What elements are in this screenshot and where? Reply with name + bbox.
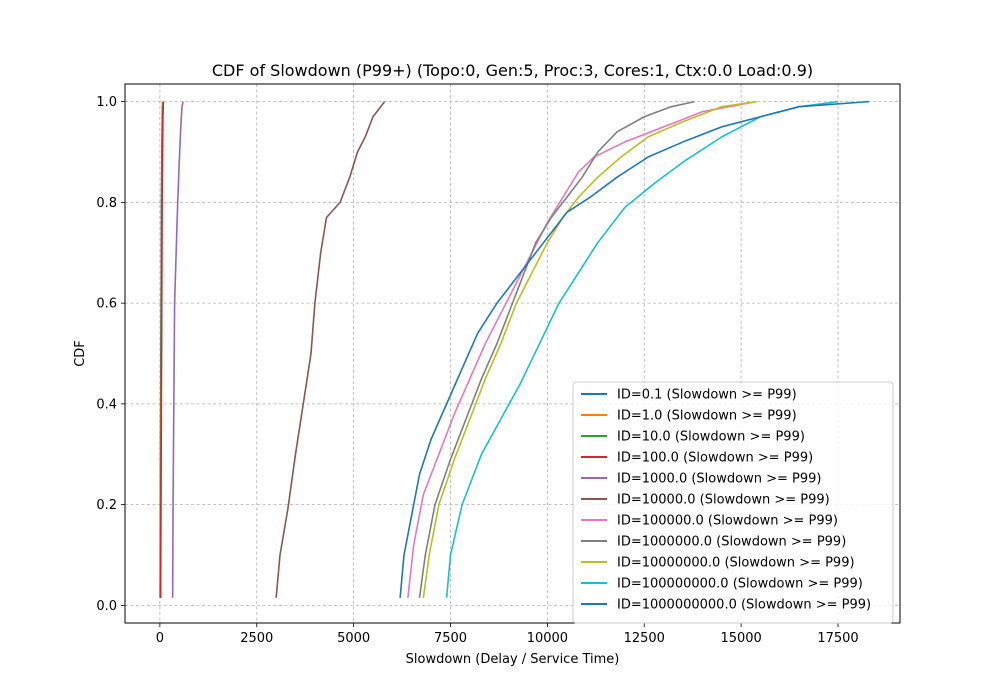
chart-title: CDF of Slowdown (P99+) (Topo:0, Gen:5, P… (212, 61, 813, 80)
legend-label: ID=1000000.0 (Slowdown >= P99) (617, 535, 846, 550)
series-line-10 (399, 100, 870, 598)
y-tick-label: 0.8 (96, 196, 117, 211)
plot-frame (124, 83, 901, 624)
x-tick-label: 5000 (337, 631, 370, 646)
y-tick-label: 0.0 (96, 599, 117, 614)
x-tick-label: 0 (156, 631, 164, 646)
grid-lines (125, 84, 900, 623)
x-tick-label: 10000 (527, 631, 568, 646)
legend-label: ID=0.1 (Slowdown >= P99) (617, 388, 797, 403)
x-tick-label: 17500 (817, 631, 858, 646)
series-line-3 (159, 101, 165, 598)
legend-label: ID=10000000.0 (Slowdown >= P99) (617, 556, 855, 571)
legend-frame (572, 381, 894, 624)
series-line-5 (275, 101, 386, 598)
y-tick-label: 0.6 (96, 297, 117, 312)
series-lines (159, 100, 870, 598)
legend-label: ID=100000.0 (Slowdown >= P99) (617, 514, 838, 529)
series-line-7 (418, 100, 695, 598)
y-axis-label: CDF (73, 340, 88, 367)
axis-ticks: 0 2500 5000 7500 10000 12500 15000 17500 0.0 0.2 0… (96, 95, 858, 646)
y-tick-label: 0.4 (96, 397, 117, 412)
legend-label: ID=100.0 (Slowdown >= P99) (617, 451, 813, 466)
legend-label: ID=1000000000.0 (Slowdown >= P99) (617, 598, 871, 613)
x-axis-label: Slowdown (Delay / Service Time) (406, 652, 620, 667)
legend-label: ID=10.0 (Slowdown >= P99) (617, 430, 805, 445)
legend: ID=0.1 (Slowdown >= P99) ID=1.0 (Slowdown… (572, 381, 894, 624)
x-tick-label: 12500 (624, 631, 665, 646)
legend-label: ID=100000000.0 (Slowdown >= P99) (617, 577, 863, 592)
x-tick-label: 15000 (720, 631, 761, 646)
series-line-8 (422, 100, 757, 598)
legend-label: ID=1000.0 (Slowdown >= P99) (617, 472, 821, 487)
x-tick-label: 7500 (434, 631, 467, 646)
series-line-9 (445, 100, 839, 598)
x-tick-label: 2500 (240, 631, 273, 646)
series-line-4 (171, 101, 184, 598)
legend-label: ID=10000.0 (Slowdown >= P99) (617, 493, 830, 508)
y-tick-label: 0.2 (96, 498, 117, 513)
y-tick-label: 1.0 (96, 95, 117, 110)
legend-label: ID=1.0 (Slowdown >= P99) (617, 409, 797, 424)
